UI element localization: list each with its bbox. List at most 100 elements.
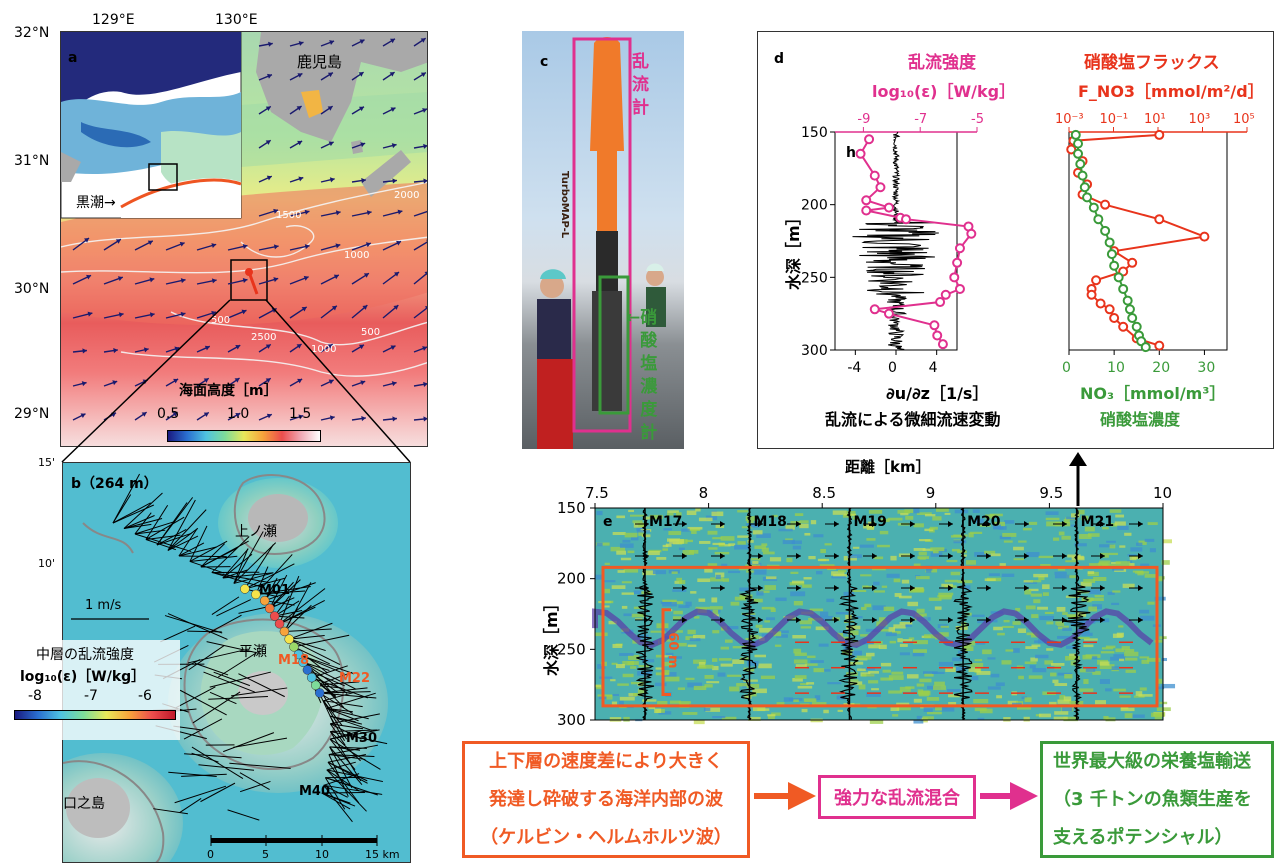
echo-texture (1095, 700, 1107, 705)
echo-texture (889, 640, 897, 644)
epsilon-point (954, 283, 965, 294)
echo-texture (1138, 540, 1147, 545)
echo-texture (938, 661, 954, 667)
flow-arrow (103, 276, 124, 285)
echo-texture (1005, 649, 1015, 652)
echo-texture (1085, 668, 1096, 672)
echo-texture (756, 533, 771, 538)
echo-texture (851, 589, 867, 593)
echo-texture (799, 620, 813, 625)
velocity-stick (329, 729, 380, 740)
echo-texture (800, 683, 809, 686)
echo-texture (984, 550, 996, 554)
echo-texture (712, 542, 726, 546)
flow-arrow (165, 311, 186, 319)
echo-texture (790, 521, 801, 526)
echo-texture (916, 683, 925, 687)
echo-texture (741, 612, 756, 615)
echo-texture (632, 520, 643, 524)
epsilon-point (954, 243, 965, 254)
flow-arrow (351, 39, 365, 47)
velocity-stick (209, 671, 271, 688)
flux-point (1154, 340, 1165, 351)
echo-texture (1124, 713, 1133, 719)
contour-label: 2000 (394, 190, 420, 201)
echo-texture (862, 585, 869, 589)
echo-texture (929, 526, 938, 530)
flow-arrow (413, 210, 427, 217)
current-arrow (1053, 521, 1067, 527)
velocity-stick (326, 707, 369, 720)
echo-texture (852, 546, 860, 549)
echo-texture (1025, 605, 1036, 610)
echo-texture (982, 649, 992, 655)
velocity-stick (211, 596, 240, 615)
bottom-tick-label: 20 (1152, 360, 1170, 376)
echo-texture (1154, 714, 1162, 720)
echo-texture (669, 700, 681, 704)
legend-tick: -6 (138, 688, 152, 704)
echo-texture (737, 510, 749, 513)
velocity-stick (211, 536, 250, 573)
nitrate-point (1073, 148, 1084, 159)
velocity-stick (328, 754, 375, 757)
echo-texture (1030, 580, 1042, 583)
echo-texture (1125, 669, 1136, 673)
velocity-stick (328, 744, 378, 756)
velocity-stick (209, 691, 237, 705)
echo-texture (678, 701, 691, 704)
echo-texture (974, 659, 983, 662)
echo-texture (1046, 648, 1054, 651)
echo-texture (712, 665, 719, 671)
echo-texture (1162, 539, 1172, 544)
echo-texture (888, 627, 896, 632)
echo-texture (720, 536, 735, 541)
flow-arrow (227, 412, 241, 421)
flow-arrow (351, 177, 366, 184)
echo-texture (1025, 646, 1038, 649)
echo-texture (909, 588, 924, 593)
station-label: M21 (1081, 514, 1114, 530)
current-arrow (1015, 585, 1029, 591)
velocity-stick (255, 590, 306, 595)
velocity-stick (284, 628, 332, 632)
flux-point (1154, 129, 1165, 140)
echo-texture (792, 545, 802, 550)
echo-texture (1021, 696, 1027, 700)
flow-arrow (227, 377, 240, 387)
echo-texture (821, 669, 831, 672)
left-title: 乱流強度 (908, 53, 976, 73)
echo-texture (685, 539, 693, 543)
station-dot (264, 603, 275, 614)
echo-texture (813, 668, 825, 673)
echo-texture (682, 712, 698, 715)
velocity-stick (198, 764, 255, 771)
epsilon-point (883, 202, 894, 213)
right-xlabel: NO₃［mmol/m³］ (1080, 384, 1226, 403)
velocity-stick (279, 588, 326, 625)
echo-texture (1130, 547, 1143, 552)
echo-texture (893, 578, 901, 583)
echo-texture (687, 629, 696, 635)
echo-texture (1139, 687, 1147, 691)
echo-texture (894, 593, 902, 597)
flow-arrow (382, 416, 397, 422)
echo-texture (1057, 625, 1069, 630)
echo-texture (699, 540, 711, 544)
nutrient-line: 世界最大級の栄養塩輸送 (1053, 750, 1251, 772)
echo-texture (628, 693, 637, 697)
echo-texture (1038, 638, 1046, 644)
velocity-stick (284, 604, 312, 632)
echo-texture (803, 577, 812, 580)
echo-texture (654, 708, 662, 714)
profile-plots: -9 -7 -5 150 200 250 300 -4 0 4 10⁻³ 10⁻¹ 10¹ 10³ 10⁵ 0… (801, 112, 1255, 376)
echo-texture (1026, 552, 1040, 558)
kh-highlight-box (601, 565, 1159, 708)
echo-texture (732, 646, 748, 649)
echo-texture (898, 595, 912, 599)
echo-texture (918, 539, 931, 542)
char: 計 (640, 423, 658, 443)
echo-texture (1065, 595, 1080, 598)
echo-texture (988, 573, 1000, 576)
echo-texture (772, 514, 778, 518)
